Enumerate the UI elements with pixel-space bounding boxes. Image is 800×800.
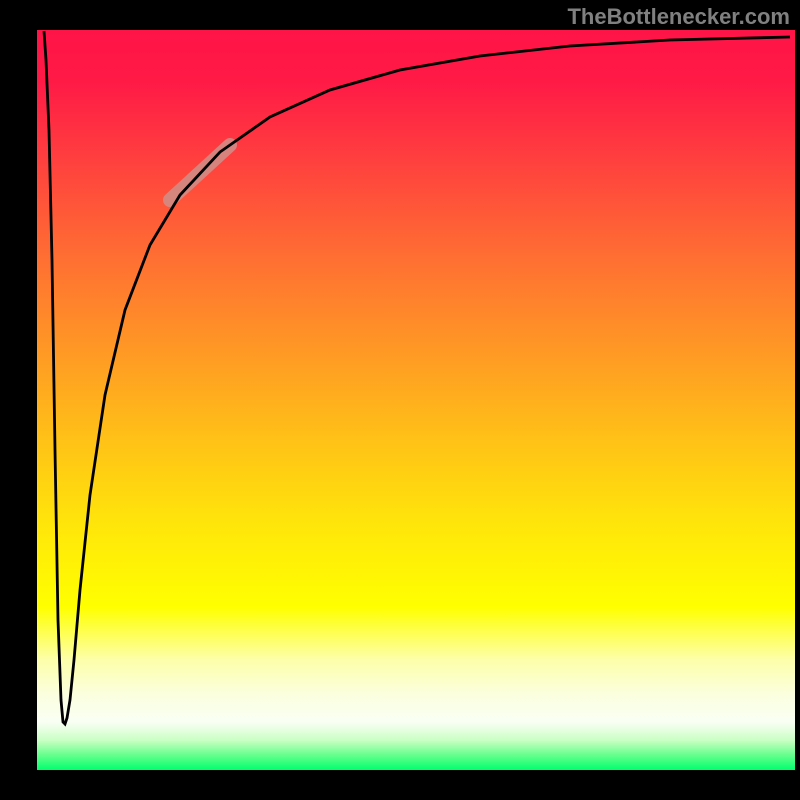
attribution-text: TheBottlenecker.com — [567, 4, 790, 30]
chart-svg — [0, 0, 800, 800]
axis-border-right — [795, 0, 800, 800]
axis-border-left — [0, 0, 37, 800]
axis-border-bottom — [0, 770, 800, 800]
chart-gradient-background — [37, 30, 795, 770]
